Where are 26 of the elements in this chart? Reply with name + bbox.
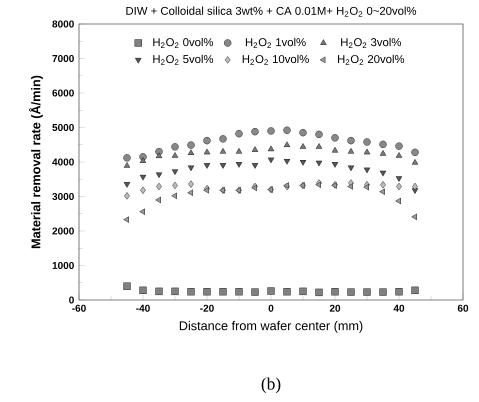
y-tick-label: 8000: [52, 20, 74, 28]
x-tick-label: 20: [330, 304, 340, 312]
x-tick-label: -20: [200, 304, 214, 312]
y-tick-label: 4000: [52, 158, 74, 166]
y-tick-label: 7000: [52, 54, 74, 62]
y-tick-label: 6000: [52, 89, 74, 97]
y-tick-label: 3000: [52, 192, 74, 200]
legend-label: H$_{2}$O$_{2}$ 0vol%: [153, 38, 214, 48]
x-tick-label: 0: [268, 304, 274, 312]
chart-title: DIW + Colloidal silica 3wt% + CA 0.01M+ H$_{2}$O$_{2}$ 0~20vol%: [126, 6, 416, 17]
y-tick-label: 2000: [52, 227, 74, 235]
y-tick-label: 1000: [52, 262, 74, 270]
y-tick-label: 5000: [52, 124, 74, 132]
text: (b): [262, 377, 280, 394]
x-tick-label: 40: [394, 304, 404, 312]
legend-label: H$_{2}$O$_{2}$ 1vol%: [246, 38, 306, 48]
x-tick-label: 60: [458, 304, 468, 312]
x-axis-title: Distance from wafer center (mm): [180, 320, 362, 333]
legend-label: H$_{2}$O$_{2}$ 20vol%: [338, 54, 404, 65]
y-tick-label: 0: [69, 296, 74, 304]
y-axis-title: Material removal rate (Å/min): [29, 76, 43, 248]
legend-label: H$_{2}$O$_{2}$ 5vol%: [153, 54, 214, 65]
legend-label: H$_{2}$O$_{2}$ 10vol%: [242, 54, 309, 65]
x-tick-label: -40: [136, 304, 150, 312]
x-tick-label: -60: [72, 304, 86, 312]
legend-label: H$_{2}$O$_{2}$ 3vol%: [341, 38, 402, 48]
